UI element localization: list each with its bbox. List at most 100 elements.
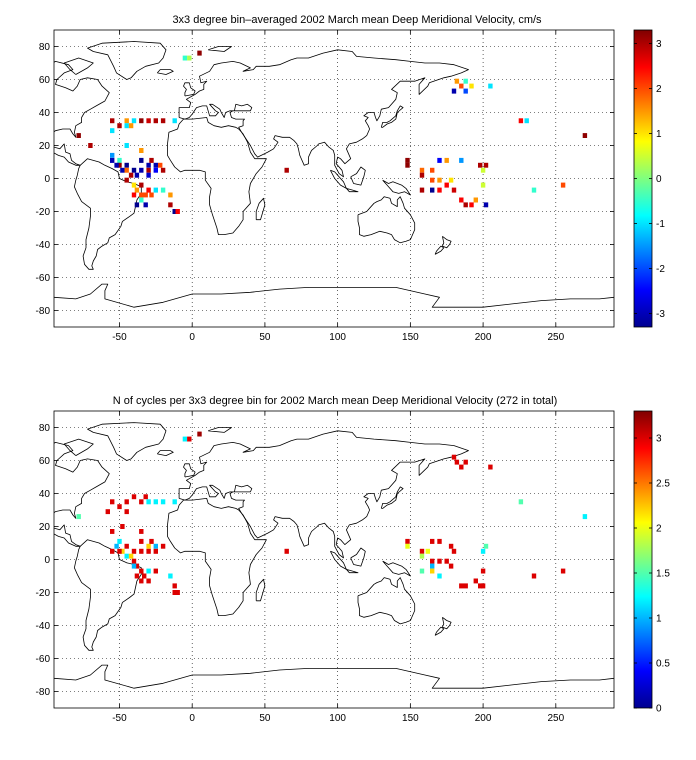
colorbar-tick-label: 3 xyxy=(656,434,662,445)
data-bin xyxy=(128,123,134,129)
y-tick-label: -60 xyxy=(36,654,51,665)
y-tick-label: 80 xyxy=(39,423,51,434)
coastline xyxy=(442,616,452,630)
axis-ticks: -50 0 50 100 150 200 250 -80 -60 -40 -20 0 20 40 60 80 xyxy=(36,411,614,724)
x-tick-label: -50 xyxy=(112,332,127,343)
data-bin xyxy=(454,459,460,465)
data-bin xyxy=(483,162,489,168)
y-tick-label: 60 xyxy=(39,456,51,467)
coastline xyxy=(87,41,167,80)
data-bin xyxy=(139,568,144,574)
x-tick-label: 250 xyxy=(547,713,564,724)
data-bin xyxy=(172,209,177,214)
data-bin xyxy=(120,548,125,554)
data-bin xyxy=(560,182,566,188)
data-bin xyxy=(478,583,483,589)
data-bin xyxy=(172,590,177,595)
data-bin xyxy=(469,83,474,89)
data-bin xyxy=(139,538,144,544)
x-tick-label: 250 xyxy=(547,332,564,343)
coastline xyxy=(434,626,445,636)
coastline xyxy=(350,547,366,567)
data-bin xyxy=(146,543,151,549)
data-bin xyxy=(134,172,140,178)
coastline xyxy=(74,539,142,651)
colorbar-ticks: 0 0.5 1 1.5 2 2.5 3 xyxy=(634,434,670,715)
data-bin xyxy=(110,529,115,534)
data-bin xyxy=(124,509,129,515)
data-bin xyxy=(146,568,151,574)
data-bin xyxy=(124,499,129,505)
data-bin xyxy=(405,543,410,549)
data-bin xyxy=(518,499,524,505)
colorbar-tick-label: -1 xyxy=(656,219,665,230)
data-bin xyxy=(473,197,478,203)
data-bin xyxy=(480,167,486,173)
data-bin xyxy=(444,558,449,564)
data-bin xyxy=(425,548,430,554)
data-bin xyxy=(160,167,166,173)
data-bin xyxy=(430,558,435,564)
data-bin xyxy=(480,583,486,589)
data-bin xyxy=(405,538,410,544)
colorbar-tick-label: 1 xyxy=(656,614,662,625)
data-bin xyxy=(139,157,144,163)
data-bin xyxy=(139,118,144,124)
data-bin xyxy=(451,187,457,193)
coastline xyxy=(156,69,174,75)
coastline xyxy=(346,188,359,193)
data-bin xyxy=(124,543,129,549)
coastline xyxy=(357,196,416,244)
data-bin xyxy=(419,172,425,178)
data-bin xyxy=(480,568,486,574)
x-tick-label: -50 xyxy=(112,713,127,724)
data-bin xyxy=(518,118,524,124)
data-bin xyxy=(478,162,483,168)
coastline xyxy=(208,46,232,52)
data-bin xyxy=(146,187,151,193)
data-bin xyxy=(146,172,151,178)
coastline xyxy=(350,166,366,186)
y-tick-label: 40 xyxy=(39,489,51,500)
data-bin xyxy=(168,202,173,208)
coastline xyxy=(54,283,614,308)
data-bin xyxy=(124,177,129,183)
data-bin xyxy=(463,459,468,465)
data-bin xyxy=(419,553,425,559)
data-bin xyxy=(463,88,468,94)
data-bin xyxy=(459,157,464,163)
coastline xyxy=(442,235,452,249)
coastline xyxy=(255,578,266,602)
data-bin xyxy=(187,55,192,61)
coastline xyxy=(156,450,174,456)
y-tick-label: -40 xyxy=(36,240,51,251)
data-bin xyxy=(437,558,442,564)
data-bins xyxy=(76,50,588,214)
data-bin xyxy=(483,543,489,549)
data-bin xyxy=(454,78,460,84)
data-bin xyxy=(172,118,177,124)
data-bin xyxy=(160,499,166,505)
grid-lines xyxy=(54,411,614,708)
data-bin xyxy=(110,118,115,124)
data-bin xyxy=(88,143,93,148)
data-bin xyxy=(560,568,566,574)
coastline xyxy=(178,430,469,559)
data-bin xyxy=(117,538,122,544)
data-bin xyxy=(480,548,486,554)
x-tick-label: 50 xyxy=(259,332,271,343)
data-bin xyxy=(139,192,144,198)
data-bin xyxy=(131,494,137,500)
y-tick-label: -80 xyxy=(36,306,51,317)
x-tick-label: 150 xyxy=(402,332,419,343)
data-bin xyxy=(182,55,188,61)
data-bin xyxy=(444,157,449,163)
data-bin xyxy=(459,583,464,589)
coastline xyxy=(357,577,416,625)
data-bin xyxy=(437,157,442,163)
coastline xyxy=(54,61,110,166)
data-bin xyxy=(451,548,457,554)
data-bin xyxy=(187,436,192,442)
data-bin xyxy=(76,133,81,138)
coastline xyxy=(74,158,142,270)
